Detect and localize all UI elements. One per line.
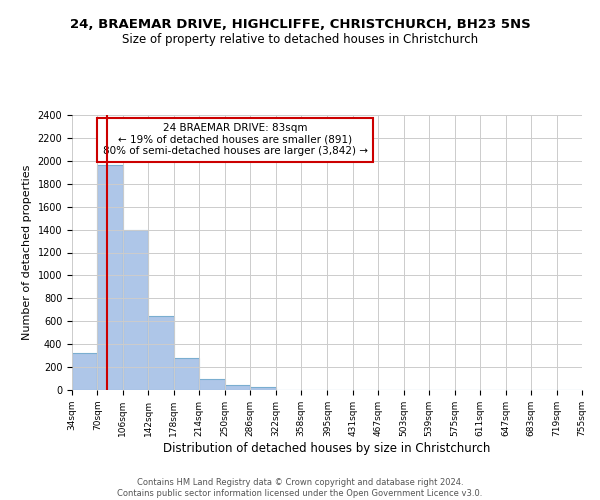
Bar [174,358,199,390]
Bar [199,378,225,390]
Bar [148,316,174,390]
Bar [72,353,97,390]
Text: 24 BRAEMAR DRIVE: 83sqm
← 19% of detached houses are smaller (891)
80% of semi-d: 24 BRAEMAR DRIVE: 83sqm ← 19% of detache… [103,123,368,156]
Bar [250,386,276,390]
Bar [225,384,250,390]
Bar [123,230,148,390]
Bar [97,166,123,390]
Text: Contains HM Land Registry data © Crown copyright and database right 2024.
Contai: Contains HM Land Registry data © Crown c… [118,478,482,498]
X-axis label: Distribution of detached houses by size in Christchurch: Distribution of detached houses by size … [163,442,491,454]
Text: 24, BRAEMAR DRIVE, HIGHCLIFFE, CHRISTCHURCH, BH23 5NS: 24, BRAEMAR DRIVE, HIGHCLIFFE, CHRISTCHU… [70,18,530,30]
Y-axis label: Number of detached properties: Number of detached properties [22,165,32,340]
Text: Size of property relative to detached houses in Christchurch: Size of property relative to detached ho… [122,32,478,46]
